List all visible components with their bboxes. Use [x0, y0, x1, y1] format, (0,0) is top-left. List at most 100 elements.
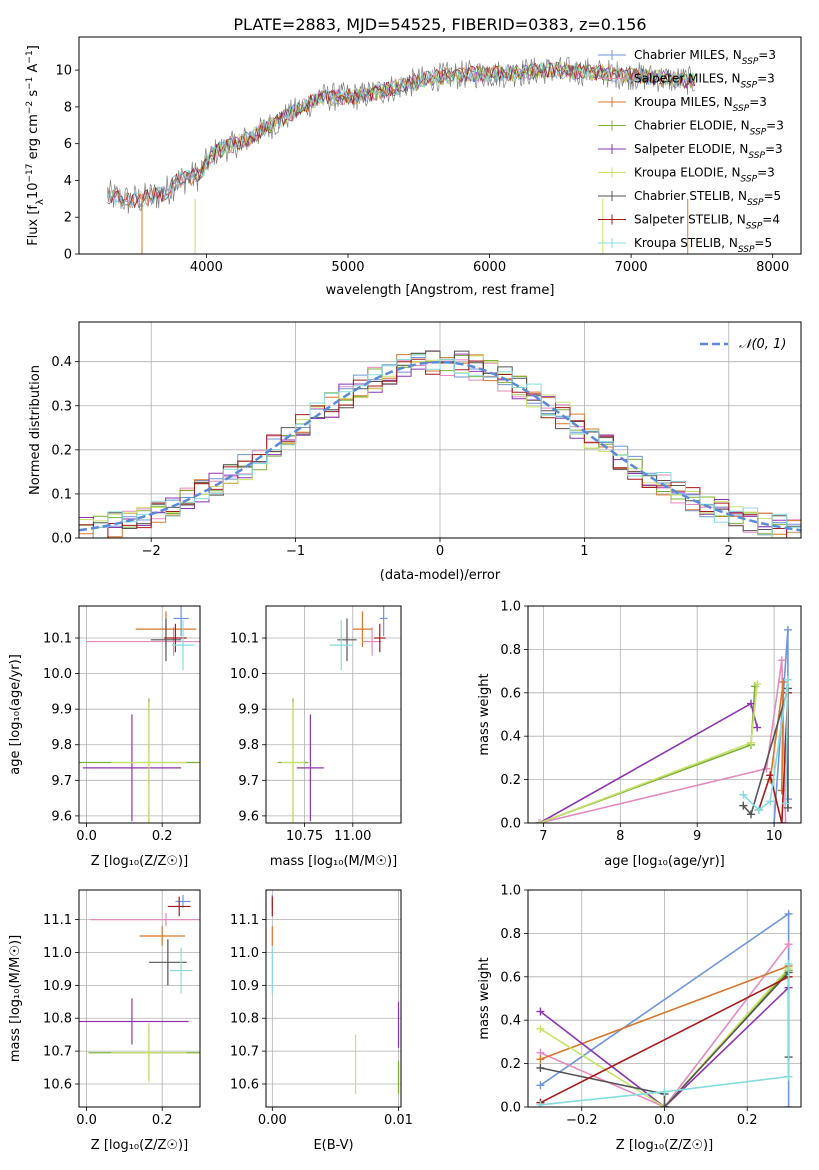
spectrum-frame: [78, 36, 802, 255]
legend-label: Kroupa MILES, NSSP=3: [634, 95, 767, 114]
spectrum-xtick-label: 5000: [331, 260, 364, 275]
age-vs-mass-xtick-label: 10.75: [286, 829, 323, 844]
age-vs-Z-grid: [79, 606, 200, 823]
mass-vs-Z-ytick-label: 11.1: [43, 913, 72, 928]
legend-n: =3: [757, 72, 775, 86]
age-vs-Z-xlabel: Z [log₁₀(Z/Z☉)]: [91, 854, 188, 869]
weight-vs-Z-frame: [527, 889, 802, 1108]
ylabel-part: −2: [25, 101, 35, 114]
spectrum-model-line-chabrier-stelib: [107, 62, 695, 209]
residuals-plot-area: [79, 350, 801, 538]
legend-name: Kroupa MILES, N: [634, 95, 733, 109]
weight-vs-age-xtick-label: 8: [616, 829, 624, 844]
legend-sub: SSP: [746, 222, 763, 232]
residuals-legend: 𝒩(0, 1): [700, 337, 786, 352]
weight-vs-age-ytick-label: 0.4: [500, 730, 521, 745]
age-vs-mass-axes: 10.75 11.00 9.6 9.7 9.8 9.9 10.0 10.1 mass [log₁…: [230, 605, 402, 869]
spectrum-axes: 4000 5000 6000 7000 8000 0 2 4 6 8 10 wavelength [A…: [25, 36, 802, 298]
residuals-ytick-label: 0.1: [51, 487, 72, 502]
weight-line-chabrier-stelib: [742, 688, 789, 816]
legend-name: Kroupa ELODIE, N: [634, 166, 741, 180]
legend-label: Chabrier STELIB, NSSP=5: [634, 189, 781, 208]
weight-line-salpeter-stelib: [757, 692, 789, 823]
legend-label: Chabrier MILES, NSSP=3: [634, 48, 776, 67]
residuals-xtick-label: 1: [580, 544, 588, 559]
legend-name: Kroupa STELIB, N: [634, 236, 738, 250]
mass-vs-Z-grid: [79, 890, 200, 1107]
legend-sub: SSP: [748, 151, 765, 161]
legend-n: =3: [749, 95, 767, 109]
mass-vs-EBV-ytick-label: 10.8: [230, 1012, 259, 1027]
mass-vs-EBV-frame: [265, 889, 402, 1108]
spectrum-ytick-label: 6: [64, 137, 72, 152]
mass-vs-Z-plot-area: [79, 894, 200, 1083]
weight-line-kroupa-elodie: [539, 684, 758, 823]
weight-vs-age-xtick-label: 10: [766, 829, 783, 844]
legend-sub: SSP: [738, 245, 755, 255]
age-vs-Z-axes: 0.0 0.2 9.6 9.7 9.8 9.9 10.0 10.1 Z [log₁₀(Z/Z☉)…: [8, 605, 201, 869]
mass-vs-EBV-axes: 0.00 0.01 10.6 10.7 10.8 10.9 11.0 11.1 E(B-V): [230, 889, 413, 1153]
mass-vs-EBV-ytick-label: 11.0: [230, 946, 259, 961]
legend-n: =3: [758, 48, 776, 62]
ylabel-part: ]: [26, 45, 41, 50]
mass-vs-Z-ytick-label: 10.6: [43, 1077, 72, 1092]
mass-vs-Z-xlabel: Z [log₁₀(Z/Z☉)]: [91, 1138, 188, 1153]
residuals-ylabel: Normed distribution: [28, 365, 43, 495]
spectrum-xlabel: wavelength [Angstrom, rest frame]: [326, 283, 555, 298]
mass-vs-Z-ytick-label: 10.7: [43, 1045, 72, 1060]
spectrum-xtick-label: 6000: [473, 260, 506, 275]
legend-label: Salpeter MILES, NSSP=3: [634, 72, 775, 91]
residuals-frame: [78, 321, 802, 539]
mass-vs-EBV-ytick-label: 11.1: [230, 913, 259, 928]
spectrum-xtick-label: 7000: [615, 260, 648, 275]
residuals-ytick-label: 0.3: [51, 399, 72, 414]
figure-title: PLATE=2883, MJD=54525, FIBERID=0383, z=0…: [233, 15, 646, 34]
age-vs-mass-ytick-label: 9.9: [238, 703, 259, 718]
weight-line-salpeter-elodie: [539, 987, 790, 1107]
weight-vs-age-xtick-label: 9: [693, 829, 701, 844]
mass-vs-EBV-ytick-label: 10.7: [230, 1045, 259, 1060]
weight-vs-Z-xtick-label: 0.2: [737, 1113, 758, 1128]
legend-n: =3: [766, 119, 784, 133]
legend-label: Salpeter STELIB, NSSP=4: [634, 213, 780, 232]
weight-vs-Z-xlabel: Z [log₁₀(Z/Z☉)]: [616, 1138, 713, 1153]
legend-n: =3: [757, 166, 775, 180]
weight-vs-age-ytick-label: 1.0: [500, 600, 521, 615]
spectrum-ylabel: Flux [fλ10−17 erg cm−2 s−1 A−1]: [25, 45, 46, 246]
legend-name: Salpeter ELODIE, N: [634, 142, 748, 156]
gaussian-curve: [79, 360, 801, 532]
weight-vs-age-axes: 7 8 9 10 0.0 0.2 0.4 0.6 0.8 1.0 age [log₁₀(age/yr…: [477, 600, 802, 869]
mass-vs-EBV-plot-area: [271, 894, 400, 1094]
mass-vs-EBV-ytick-label: 10.9: [230, 979, 259, 994]
weight-vs-age-xlabel: age [log₁₀(age/yr)]: [604, 854, 725, 869]
age-vs-Z-ytick-label: 9.9: [51, 703, 72, 718]
spectrum-model-line-kroupa-stelib: [106, 61, 696, 209]
ylabel-part: s: [26, 90, 41, 101]
age-vs-mass-ytick-label: 9.6: [238, 809, 259, 824]
ylabel-part: 10: [26, 183, 41, 200]
age-vs-Z-ytick-label: 9.7: [51, 774, 72, 789]
weight-vs-age-ytick-label: 0.6: [500, 686, 521, 701]
mass-vs-EBV-xtick-label: 0.00: [258, 1113, 287, 1128]
residual-hist-chabrier-stelib: [79, 350, 801, 538]
spectrum-model-line-salpeter-stelib: [106, 62, 696, 209]
spectrum-data-line: [106, 57, 696, 214]
weight-vs-age-frame: [527, 605, 802, 824]
weight-line-salpeter-stelib: [540, 976, 789, 1104]
mass-vs-Z-xtick-label: 0.2: [152, 1113, 173, 1128]
ylabel-part: erg cm: [26, 114, 41, 163]
weight-vs-Z-ytick-label: 0.0: [500, 1101, 521, 1116]
age-vs-Z-ytick-label: 9.6: [51, 809, 72, 824]
legend-label: Kroupa STELIB, NSSP=5: [634, 236, 772, 255]
spectrum-xtick-label: 4000: [190, 260, 223, 275]
spectrum-ytick-label: 10: [55, 64, 72, 79]
residuals-axes: −2 −1 0 1 2 0.0 0.1 0.2 0.3 0.4 (data-model)/error…: [28, 321, 802, 583]
weight-vs-age-ytick-label: 0.0: [500, 817, 521, 832]
mass-vs-Z-ylabel: mass [log₁₀(M/M☉)]: [8, 935, 23, 1062]
age-vs-mass-xlabel: mass [log₁₀(M/M☉)]: [270, 854, 397, 869]
legend-name: Chabrier MILES, N: [634, 48, 742, 62]
weight-vs-age-grid: [528, 605, 801, 824]
mass-vs-EBV-xlabel: E(B-V): [313, 1138, 353, 1153]
age-vs-mass-xtick-label: 11.00: [334, 829, 371, 844]
